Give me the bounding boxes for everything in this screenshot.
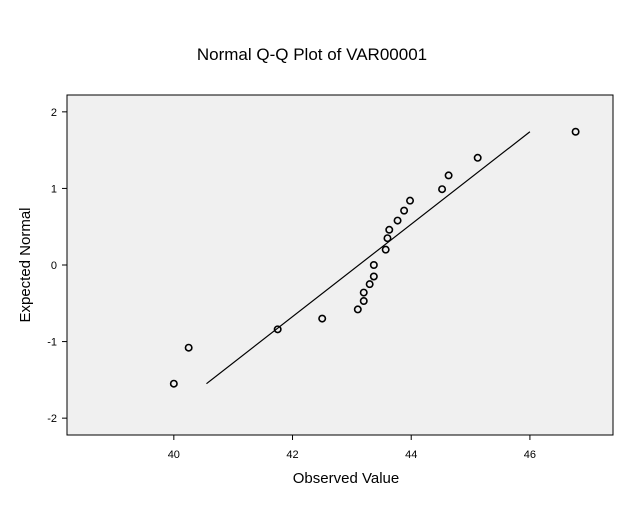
data-point: [385, 225, 394, 234]
data-point: [393, 216, 402, 225]
y-tick-label: -2: [47, 413, 57, 425]
y-tick-label: -1: [47, 337, 57, 349]
x-tick-label: 42: [286, 449, 298, 461]
data-point: [571, 127, 580, 136]
data-point: [169, 379, 178, 388]
y-tick-label: 0: [51, 260, 57, 272]
y-tick-label: 2: [51, 107, 57, 119]
data-point: [400, 206, 409, 215]
data-point: [184, 343, 193, 352]
data-point: [369, 260, 378, 269]
data-point: [381, 245, 390, 254]
data-point: [353, 305, 362, 314]
data-point: [318, 314, 327, 323]
x-axis-label: Observed Value: [293, 470, 399, 487]
data-point: [438, 185, 447, 194]
data-point: [359, 288, 368, 297]
x-axis: 40 42 44 46: [168, 435, 536, 461]
y-axis: 2 1 0 -1 -2: [47, 107, 67, 425]
data-point: [473, 153, 482, 162]
plot-area: [66, 94, 614, 436]
data-point: [359, 296, 368, 305]
data-points: [169, 127, 580, 388]
data-point: [406, 196, 415, 205]
x-tick-label: 46: [524, 449, 536, 461]
x-tick-label: 44: [405, 449, 417, 461]
x-tick-label: 40: [168, 449, 180, 461]
data-point: [365, 280, 374, 289]
data-point: [369, 272, 378, 281]
data-point: [273, 325, 282, 334]
reference-line: [206, 131, 531, 385]
y-tick-label: 1: [51, 183, 57, 195]
data-point: [383, 234, 392, 243]
y-axis-label: Expected Normal: [17, 207, 34, 322]
data-point: [444, 171, 453, 180]
chart-title: Normal Q-Q Plot of VAR00001: [197, 45, 427, 64]
